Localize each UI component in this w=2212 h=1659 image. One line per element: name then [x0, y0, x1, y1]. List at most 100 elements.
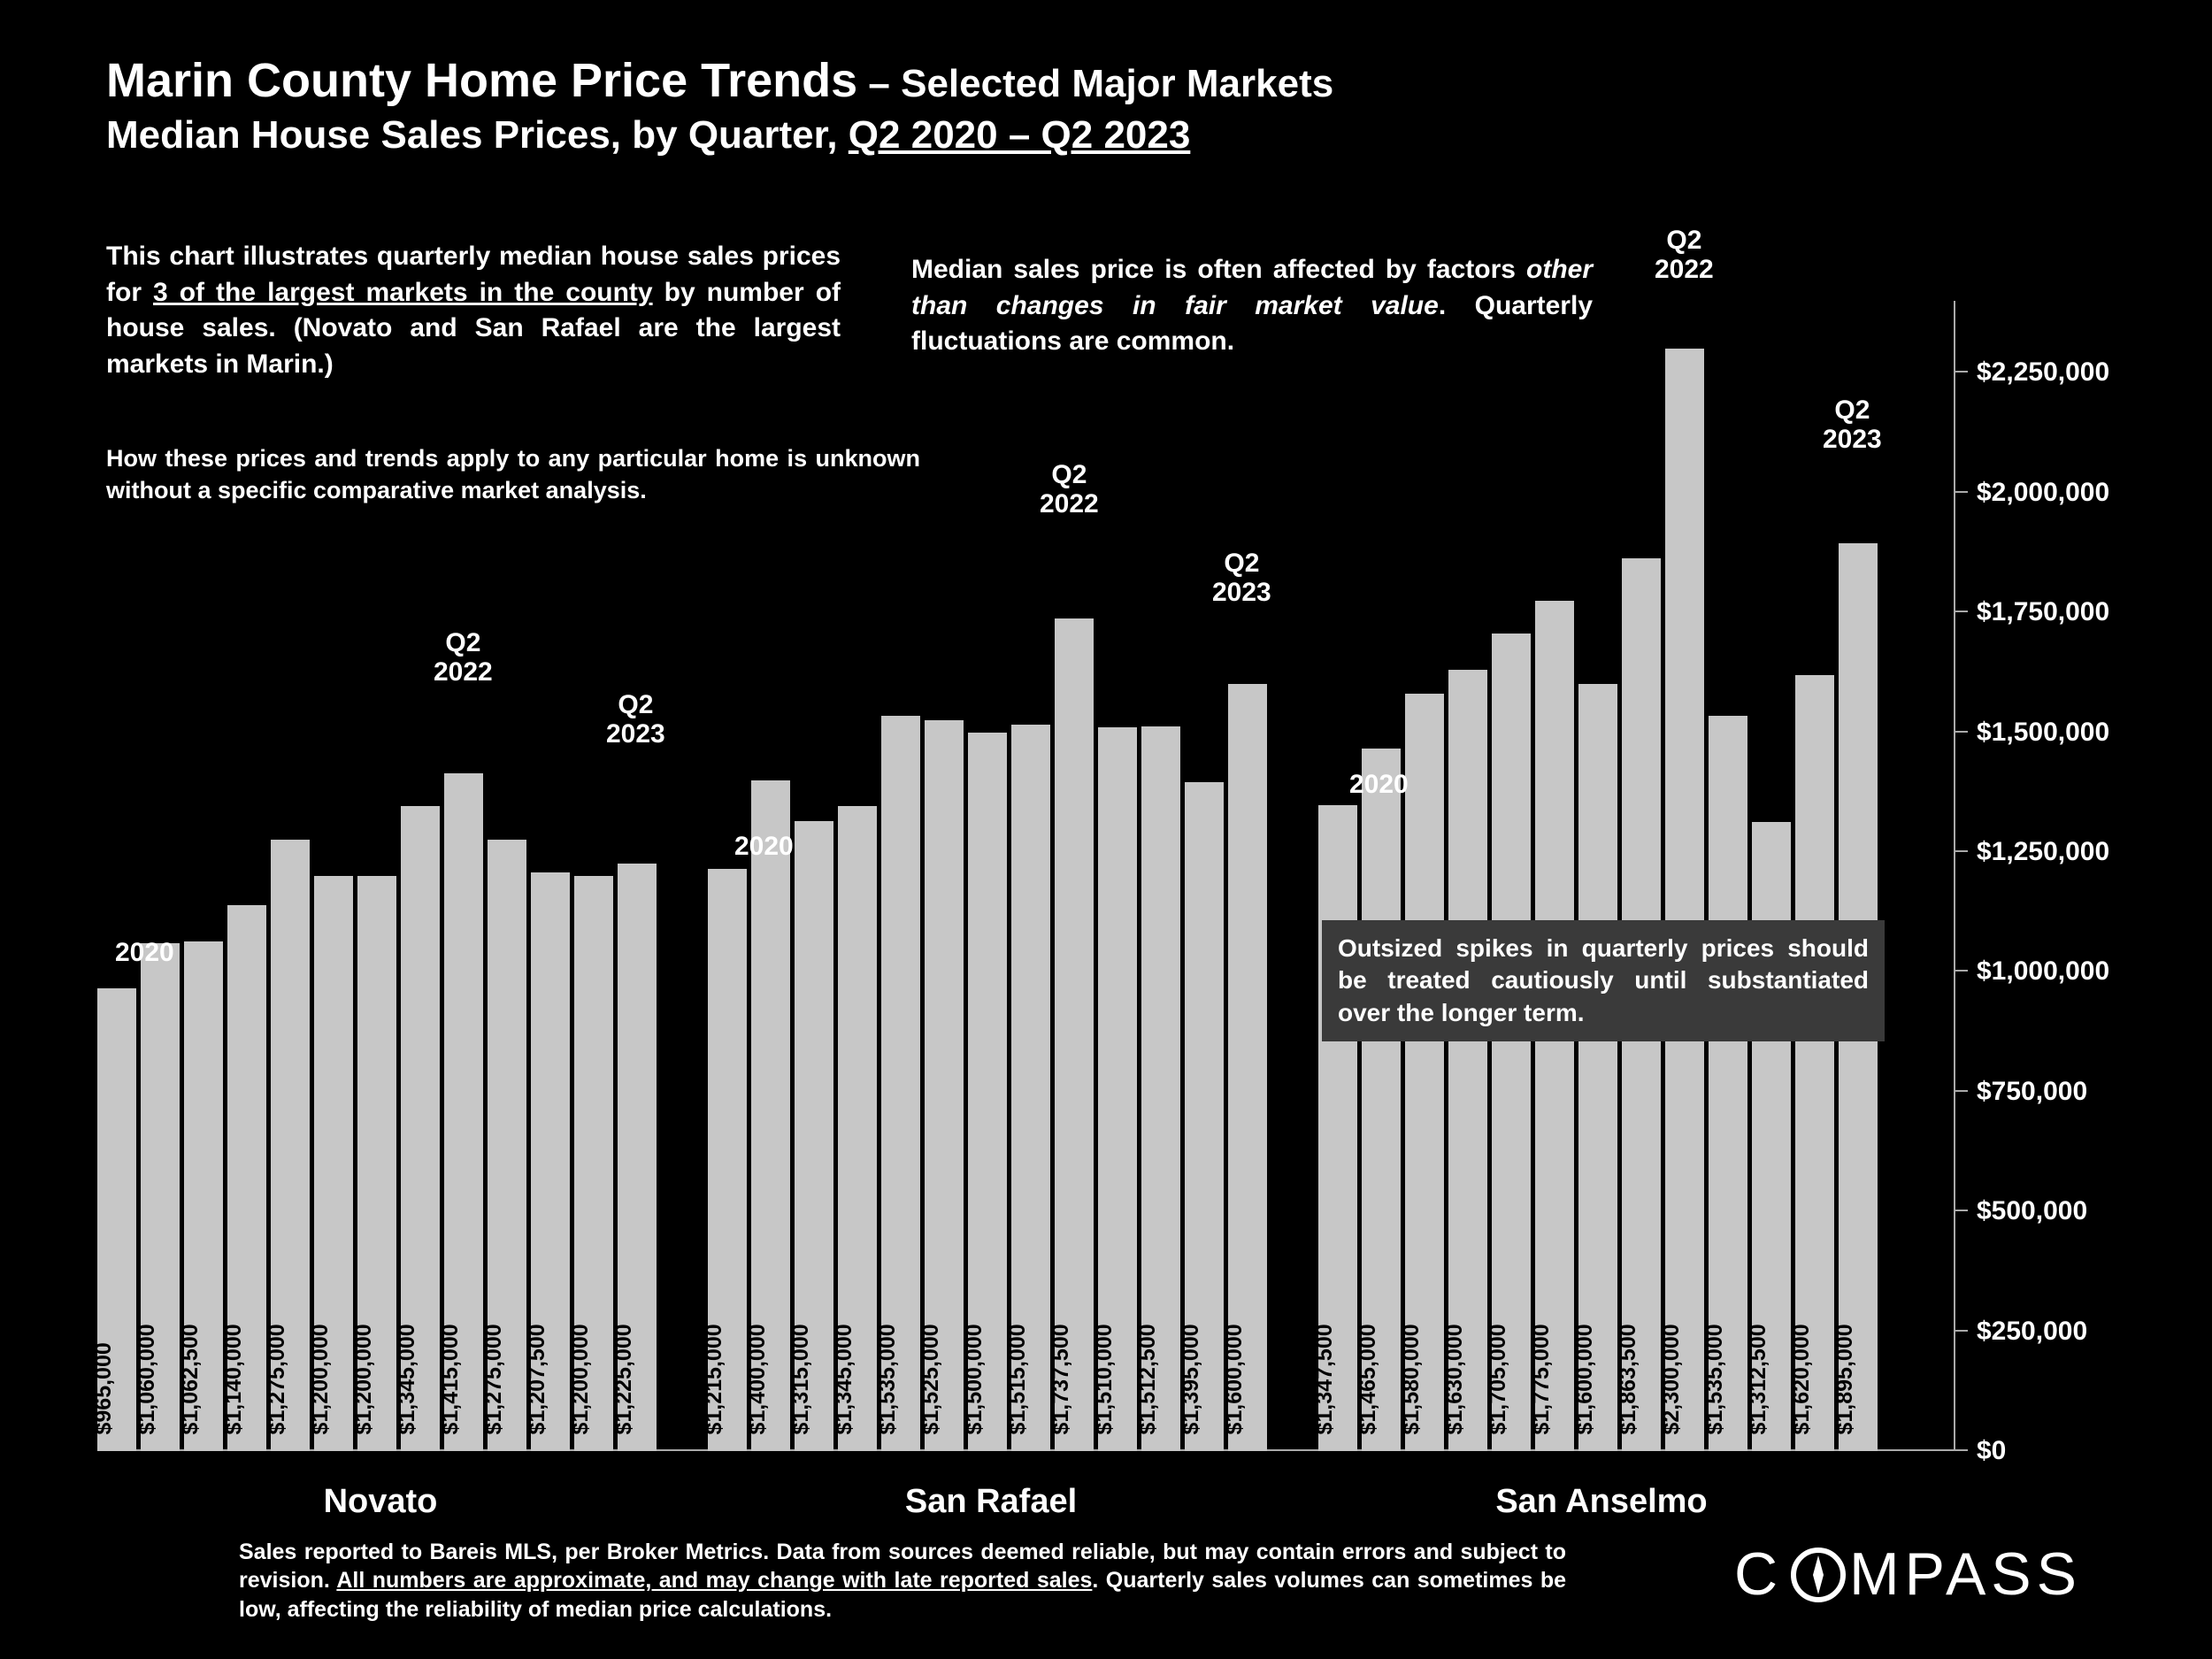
bar: $1,400,000 — [751, 780, 790, 1451]
y-tick — [1955, 491, 1968, 493]
bar: $1,395,000 — [1185, 782, 1224, 1451]
bar: $965,000 — [97, 988, 136, 1451]
y-tick-label: $1,250,000 — [1977, 837, 2109, 867]
bar-value-label: $1,207,500 — [525, 1324, 550, 1434]
bar-value-label: $1,620,000 — [1789, 1324, 1815, 1434]
svg-text:C: C — [1734, 1540, 1783, 1608]
y-tick-label: $1,000,000 — [1977, 956, 2109, 987]
chart-annotation: 2020 — [115, 938, 174, 967]
bar-value-label: $1,535,000 — [875, 1324, 901, 1434]
bar: $1,535,000 — [881, 716, 920, 1451]
bar-value-label: $1,140,000 — [221, 1324, 247, 1434]
bar-value-label: $1,062,500 — [178, 1324, 204, 1434]
bar: $1,200,000 — [574, 876, 613, 1451]
bar: $1,600,000 — [1578, 684, 1617, 1451]
y-tick — [1955, 850, 1968, 852]
bar-value-label: $1,200,000 — [308, 1324, 334, 1434]
bar: $1,525,000 — [925, 720, 964, 1451]
bar: $1,500,000 — [968, 733, 1007, 1452]
y-tick — [1955, 970, 1968, 972]
bar-value-label: $1,400,000 — [745, 1324, 771, 1434]
bar-value-label: $1,225,000 — [611, 1324, 637, 1434]
desc2-a: Median sales price is often affected by … — [911, 255, 1526, 284]
bar: $1,515,000 — [1011, 725, 1050, 1451]
bar-value-label: $1,895,000 — [1832, 1324, 1858, 1434]
bar-value-label: $1,215,000 — [702, 1324, 727, 1434]
chart-annotation: Q22022 — [1040, 460, 1099, 518]
bar-value-label: $1,345,000 — [832, 1324, 857, 1434]
chart-annotation: Q22023 — [1212, 549, 1271, 607]
bar: $1,535,000 — [1709, 716, 1747, 1451]
y-tick — [1955, 1330, 1968, 1332]
bar-value-label: $1,600,000 — [1572, 1324, 1598, 1434]
bar: $1,315,000 — [795, 821, 833, 1451]
bar: $1,465,000 — [1362, 749, 1401, 1451]
bar-groups: $965,000$1,060,000$1,062,500$1,140,000$1… — [97, 301, 1955, 1451]
subtitle: Median House Sales Prices, by Quarter, Q… — [106, 113, 2141, 157]
chart-annotation: Q22022 — [434, 628, 493, 687]
bar-value-label: $965,000 — [91, 1342, 117, 1434]
bar: $1,345,000 — [401, 806, 440, 1451]
y-tick-label: $1,750,000 — [1977, 597, 2109, 627]
chart-annotation: 2020 — [1349, 770, 1409, 799]
bar-value-label: $1,775,000 — [1529, 1324, 1555, 1434]
bar: $1,737,500 — [1055, 618, 1094, 1451]
y-tick — [1955, 1449, 1968, 1451]
bar-value-label: $1,200,000 — [351, 1324, 377, 1434]
bar: $1,510,000 — [1098, 727, 1137, 1451]
page-root: Marin County Home Price Trends – Selecte… — [0, 0, 2212, 1659]
svg-text:MPASS: MPASS — [1849, 1540, 2082, 1608]
y-tick-label: $0 — [1977, 1436, 2006, 1466]
compass-logo: C MPASS — [1734, 1540, 2141, 1610]
bar-value-label: $1,345,000 — [395, 1324, 420, 1434]
bar-value-label: $1,275,000 — [481, 1324, 507, 1434]
bar-value-label: $1,510,000 — [1092, 1324, 1118, 1434]
bar-value-label: $1,737,500 — [1048, 1324, 1074, 1434]
bar: $1,140,000 — [227, 905, 266, 1452]
bar: $1,200,000 — [357, 876, 396, 1451]
bar-value-label: $1,705,000 — [1486, 1324, 1511, 1434]
bar-value-label: $1,600,000 — [1222, 1324, 1248, 1434]
bar-value-label: $1,312,500 — [1746, 1324, 1771, 1434]
footer-text: Sales reported to Bareis MLS, per Broker… — [239, 1538, 1566, 1624]
callout-box: Outsized spikes in quarterly prices shou… — [1322, 920, 1885, 1041]
subtitle-range: Q2 2020 – Q2 2023 — [849, 113, 1191, 157]
bar: $1,600,000 — [1228, 684, 1267, 1451]
bar-value-label: $1,630,000 — [1442, 1324, 1468, 1434]
y-tick-label: $500,000 — [1977, 1196, 2087, 1226]
bar-value-label: $1,347,500 — [1312, 1324, 1338, 1434]
chart-annotation: Q22022 — [1655, 226, 1714, 284]
y-tick — [1955, 611, 1968, 612]
bar: $1,215,000 — [708, 869, 747, 1451]
bar: $1,225,000 — [618, 864, 657, 1451]
y-tick-label: $750,000 — [1977, 1077, 2087, 1107]
bar: $2,300,000 — [1665, 349, 1704, 1451]
y-tick — [1955, 1090, 1968, 1092]
bar-value-label: $1,200,000 — [568, 1324, 594, 1434]
bar: $1,580,000 — [1405, 694, 1444, 1451]
y-tick-label: $1,500,000 — [1977, 718, 2109, 748]
bar: $1,620,000 — [1795, 675, 1834, 1452]
bar-value-label: $1,415,000 — [438, 1324, 464, 1434]
title-block: Marin County Home Price Trends – Selecte… — [106, 53, 2141, 157]
bar-value-label: $1,060,000 — [134, 1324, 160, 1434]
title-suffix: – Selected Major Markets — [857, 62, 1333, 105]
y-tick — [1955, 371, 1968, 373]
bar: $1,415,000 — [444, 773, 483, 1451]
chart-annotation: 2020 — [734, 832, 794, 861]
bar: $1,347,500 — [1318, 805, 1357, 1451]
bar-value-label: $1,515,000 — [1005, 1324, 1031, 1434]
bar: $1,512,500 — [1141, 726, 1180, 1451]
bar-value-label: $1,315,000 — [788, 1324, 814, 1434]
footer-underline: All numbers are approximate, and may cha… — [336, 1568, 1092, 1593]
bar: $1,062,500 — [184, 941, 223, 1451]
bar-value-label: $1,500,000 — [962, 1324, 987, 1434]
y-tick — [1955, 731, 1968, 733]
chart-annotation: Q22023 — [1823, 396, 1882, 454]
bar-value-label: $1,465,000 — [1356, 1324, 1381, 1434]
title-line-1: Marin County Home Price Trends – Selecte… — [106, 53, 2141, 108]
bar: $1,312,500 — [1752, 822, 1791, 1451]
y-tick-label: $250,000 — [1977, 1317, 2087, 1347]
chart-annotation: Q22023 — [606, 690, 665, 749]
bar-group: $1,215,000$1,400,000$1,315,000$1,345,000… — [708, 301, 1274, 1451]
